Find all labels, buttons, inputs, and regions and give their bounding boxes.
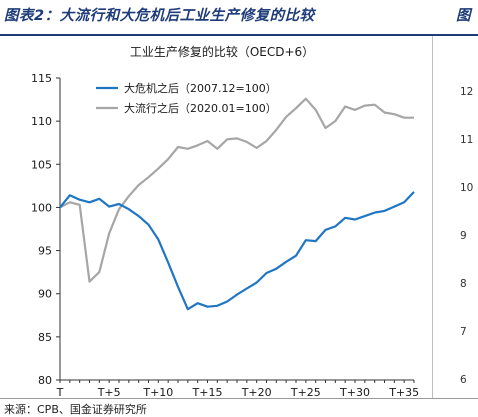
x-tick-label: T+30: [339, 386, 370, 398]
x-tick-label: T+5: [97, 386, 121, 398]
x-tick-label: T+15: [192, 386, 223, 398]
y-tick-label: 105: [31, 158, 52, 171]
adjacent-figure-label: 图: [456, 8, 471, 24]
chart-legend: 大危机之后（2007.12=100） 大流行之后（2020.01=100）: [96, 81, 277, 115]
adjacent-y-tick-label: 10: [460, 182, 474, 194]
legend-label: 大流行之后（2020.01=100）: [124, 101, 277, 115]
adjacent-y-tick-label: 12: [460, 86, 474, 98]
x-tick-label: T+35: [388, 386, 419, 398]
adjacent-chart-fragment: 12 11 10 9 8 7 6: [433, 36, 478, 398]
adjacent-y-tick-label: 9: [460, 230, 467, 242]
adjacent-y-tick-label: 8: [460, 278, 467, 290]
figure-title: 图表2：大流行和大危机后工业生产修复的比较: [4, 8, 315, 24]
series-line: [59, 191, 415, 311]
adjacent-y-tick-label: 11: [460, 134, 474, 146]
legend-label: 大危机之后（2007.12=100）: [124, 81, 277, 95]
footer-rule: [0, 398, 478, 399]
y-tick-label: 80: [38, 374, 52, 387]
source-note: 来源：CPB、国金证券研究所: [4, 403, 147, 416]
line-chart: 工业生产修复的比较（OECD+6） 80 85 90 95 100 105 110 115 T T…: [31, 44, 419, 398]
panel-divider: [432, 36, 433, 398]
chart-title: 工业生产修复的比较（OECD+6）: [130, 44, 314, 59]
y-tick-label: 95: [38, 245, 52, 258]
y-tick-label: 110: [31, 115, 52, 128]
y-tick-label: 85: [38, 331, 52, 344]
adjacent-y-tick-label: 7: [460, 326, 467, 338]
x-tick-label: T+20: [241, 386, 272, 398]
series-line: [59, 97, 414, 283]
x-tick-label: T: [56, 386, 64, 398]
adjacent-y-tick-label: 6: [460, 374, 467, 386]
x-tick-label: T+25: [290, 386, 321, 398]
chart-axes: 80 85 90 95 100 105 110 115 T T+5 T+10 T+15 T+20 T+25…: [31, 72, 419, 398]
y-tick-label: 90: [38, 288, 52, 301]
x-tick-label: T+10: [142, 386, 173, 398]
header-rule: [0, 34, 478, 36]
series-layer: [59, 97, 415, 311]
y-tick-label: 100: [31, 201, 52, 214]
y-tick-label: 115: [31, 72, 52, 85]
